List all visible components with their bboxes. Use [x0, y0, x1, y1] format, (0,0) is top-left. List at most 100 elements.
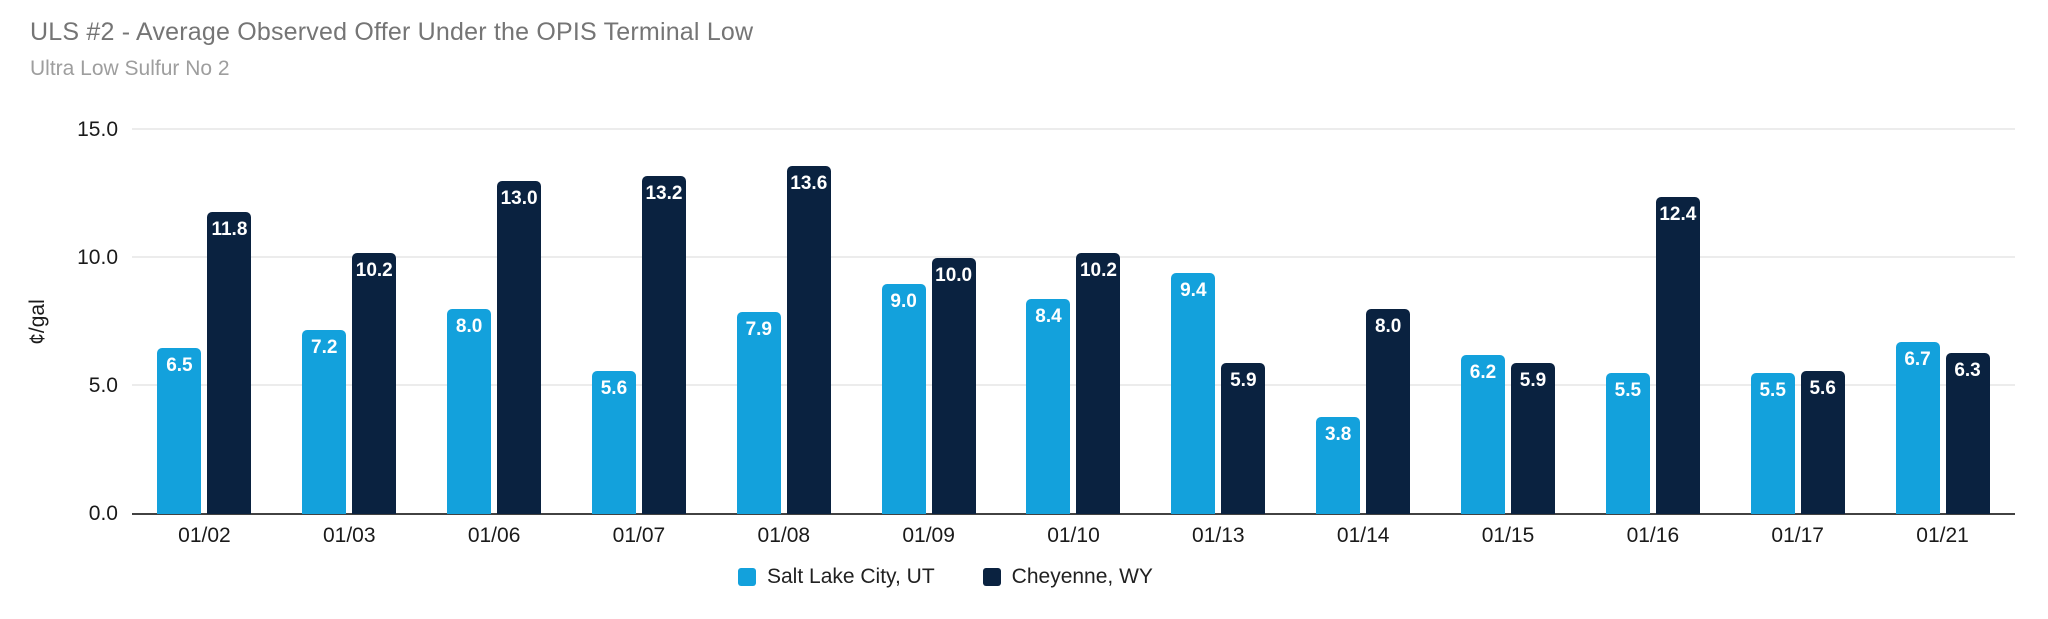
bar-value-label: 5.5 [1614, 380, 1642, 402]
bar-group-01-17: 5.5 5.6 [1725, 130, 1870, 514]
x-tick-label: 01/15 [1481, 524, 1535, 547]
x-tick-label: 01/21 [1916, 524, 1969, 547]
bar-cheyenne-wy-01-14[interactable]: 8.0 [1366, 309, 1411, 514]
bar-group-01-08: 7.9 13.6 [711, 130, 856, 514]
legend: Salt Lake City, UT Cheyenne, WY [738, 565, 1153, 589]
bar-salt-lake-city-ut-01-13[interactable]: 9.4 [1171, 273, 1216, 514]
gridline [132, 128, 2015, 130]
bar-groups: 6.5 11.8 7.2 10.2 8.0 13.0 5.6 13.2 7.9 13.6 9.0 10… [132, 130, 2015, 514]
bar-cheyenne-wy-01-08[interactable]: 13.6 [786, 165, 831, 514]
bar-salt-lake-city-ut-01-17[interactable]: 5.5 [1750, 373, 1795, 514]
bar-salt-lake-city-ut-01-16[interactable]: 5.5 [1605, 373, 1650, 514]
bar-value-label: 9.0 [890, 290, 917, 312]
bar-value-label: 8.4 [1035, 305, 1062, 327]
bar-group-01-13: 9.4 5.9 [1146, 130, 1291, 514]
bar-value-label: 13.2 [645, 183, 683, 205]
legend-item-cheyenne[interactable]: Cheyenne, WY [982, 565, 1153, 589]
bar-cheyenne-wy-01-10[interactable]: 10.2 [1076, 252, 1121, 514]
bar-value-label: 5.9 [1230, 369, 1257, 391]
bar-cheyenne-wy-01-17[interactable]: 5.6 [1800, 370, 1845, 514]
bar-group-01-07: 5.6 13.2 [567, 130, 712, 514]
bar-cheyenne-wy-01-16[interactable]: 12.4 [1655, 196, 1700, 514]
bar-cheyenne-wy-01-07[interactable]: 13.2 [641, 176, 686, 514]
bar-salt-lake-city-ut-01-21[interactable]: 6.7 [1895, 342, 1940, 514]
legend-label: Cheyenne, WY [1011, 565, 1153, 588]
bar-value-label: 11.8 [211, 218, 248, 240]
bar-salt-lake-city-ut-01-15[interactable]: 6.2 [1461, 355, 1506, 514]
x-tick-label: 01/08 [757, 524, 811, 547]
x-tick-label: 01/10 [1047, 524, 1100, 547]
bar-value-label: 13.6 [790, 172, 828, 194]
bar-group-01-21: 6.7 6.3 [1870, 130, 2015, 514]
bar-value-label: 5.5 [1759, 380, 1786, 402]
y-tick-label: 15.0 [77, 118, 118, 141]
bar-value-label: 5.6 [600, 377, 628, 399]
bar-value-label: 6.2 [1469, 362, 1497, 384]
bar-salt-lake-city-ut-01-08[interactable]: 7.9 [736, 311, 781, 514]
x-tick-label: 01/06 [467, 524, 521, 547]
y-tick-label: 0.0 [88, 502, 118, 525]
y-axis: 15.0 10.0 5.0 0.0 [0, 118, 118, 525]
gridline [132, 256, 2015, 258]
y-tick-label: 5.0 [88, 374, 118, 397]
bar-group-01-14: 3.8 8.0 [1291, 130, 1436, 514]
bar-salt-lake-city-ut-01-02[interactable]: 6.5 [157, 347, 202, 514]
bar-group-01-15: 6.2 5.9 [1436, 130, 1581, 514]
bar-value-label: 7.2 [311, 336, 338, 358]
x-tick-label: 01/13 [1192, 524, 1245, 547]
bar-value-label: 7.9 [745, 318, 772, 340]
plot-area: 6.5 11.8 7.2 10.2 8.0 13.0 5.6 13.2 7.9 13.6 9.0 10… [132, 128, 2015, 515]
bar-value-label: 10.0 [935, 265, 973, 286]
bar-salt-lake-city-ut-01-06[interactable]: 8.0 [447, 309, 492, 514]
x-tick-label: 01/09 [902, 524, 955, 547]
chart-subtitle: Ultra Low Sulfur No 2 [30, 57, 230, 80]
bar-group-01-16: 5.5 12.4 [1580, 130, 1725, 514]
bar-salt-lake-city-ut-01-03[interactable]: 7.2 [302, 329, 347, 514]
bar-value-label: 6.7 [1904, 349, 1931, 371]
bar-value-label: 3.8 [1324, 423, 1352, 445]
bar-cheyenne-wy-01-15[interactable]: 5.9 [1511, 362, 1556, 514]
bar-cheyenne-wy-01-09[interactable]: 10.0 [931, 258, 976, 514]
bar-value-label: 5.9 [1519, 369, 1547, 391]
bar-salt-lake-city-ut-01-09[interactable]: 9.0 [881, 283, 926, 514]
x-tick-label: 01/14 [1336, 524, 1390, 547]
bar-group-01-06: 8.0 13.0 [422, 130, 567, 514]
bar-cheyenne-wy-01-06[interactable]: 13.0 [497, 181, 542, 514]
x-tick-label: 01/17 [1771, 524, 1824, 547]
bar-cheyenne-wy-01-13[interactable]: 5.9 [1221, 362, 1266, 514]
bar-value-label: 12.4 [1659, 203, 1697, 225]
bar-cheyenne-wy-01-03[interactable]: 10.2 [352, 252, 397, 514]
bar-cheyenne-wy-01-21[interactable]: 6.3 [1945, 352, 1990, 514]
bar-salt-lake-city-ut-01-14[interactable]: 3.8 [1316, 416, 1361, 514]
bar-value-label: 8.0 [1374, 316, 1402, 338]
bar-cheyenne-wy-01-02[interactable]: 11.8 [207, 211, 252, 514]
x-tick-label: 01/02 [178, 524, 231, 547]
bar-group-01-09: 9.0 10.0 [856, 130, 1001, 514]
bar-value-label: 9.4 [1180, 280, 1207, 302]
bar-salt-lake-city-ut-01-07[interactable]: 5.6 [591, 370, 636, 514]
bar-salt-lake-city-ut-01-10[interactable]: 8.4 [1026, 298, 1071, 514]
legend-swatch-salt-lake-city-icon [738, 568, 756, 586]
bar-value-label: 6.3 [1954, 359, 1981, 381]
bar-value-label: 5.6 [1809, 377, 1836, 399]
x-axis: 01/02 01/03 01/06 01/07 01/08 01/09 01/10 01/13… [132, 524, 2015, 548]
legend-item-salt-lake-city[interactable]: Salt Lake City, UT [738, 565, 935, 589]
bar-value-label: 6.5 [166, 354, 193, 376]
bar-group-01-10: 8.4 10.2 [1001, 130, 1146, 514]
bar-group-01-02: 6.5 11.8 [132, 130, 277, 514]
bar-value-label: 10.2 [355, 259, 393, 281]
x-axis-baseline [132, 513, 2015, 515]
legend-label: Salt Lake City, UT [767, 565, 935, 588]
x-tick-label: 01/07 [612, 524, 666, 547]
bar-group-01-03: 7.2 10.2 [277, 130, 422, 514]
chart-title: ULS #2 - Average Observed Offer Under th… [30, 18, 754, 46]
x-tick-label: 01/03 [322, 524, 376, 547]
bar-value-label: 10.2 [1079, 259, 1117, 281]
bar-value-label: 13.0 [500, 188, 538, 210]
y-tick-label: 10.0 [77, 246, 118, 269]
bar-value-label: 8.0 [455, 316, 483, 338]
legend-swatch-cheyenne-icon [982, 568, 1001, 586]
gridline [132, 384, 2015, 386]
x-tick-label: 01/16 [1626, 524, 1680, 547]
